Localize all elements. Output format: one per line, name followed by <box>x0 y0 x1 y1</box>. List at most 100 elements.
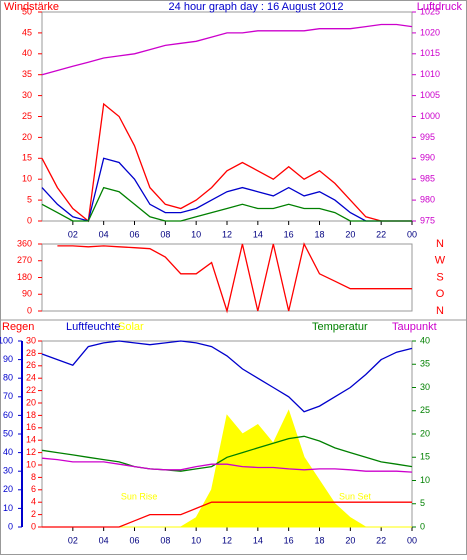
tick-label: 100 <box>0 335 13 345</box>
direction-label: W <box>435 255 446 267</box>
tick-label: 1020 <box>420 27 440 37</box>
tick-label: 8 <box>31 472 36 482</box>
x-tick-label: 18 <box>314 229 324 239</box>
series-line <box>42 501 412 528</box>
tick-label: 20 <box>3 484 13 494</box>
legend-label: Luftfeuchte <box>66 321 120 333</box>
tick-label: 80 <box>3 373 13 383</box>
series-line <box>41 435 413 472</box>
tick-label: 1000 <box>420 111 440 121</box>
chart-title: 24 hour graph day : 16 August 2012 <box>169 1 344 13</box>
tick-label: 980 <box>420 194 435 204</box>
tick-label: 10 <box>22 174 32 184</box>
tick-label: 0 <box>27 305 32 315</box>
legend-label: Regen <box>2 321 34 333</box>
tick-label: 10 <box>420 475 430 485</box>
y-label: Windstärke <box>4 1 59 13</box>
series-line <box>41 23 413 76</box>
x-tick-label: 06 <box>129 229 139 239</box>
series-line <box>41 457 413 473</box>
tick-label: 5 <box>420 498 425 508</box>
tick-label: 15 <box>22 153 32 163</box>
tick-label: 70 <box>3 391 13 401</box>
x-tick-label: 10 <box>191 229 201 239</box>
x-tick-label: 22 <box>376 229 386 239</box>
tick-label: 0 <box>31 521 36 531</box>
tick-label: 1005 <box>420 90 440 100</box>
tick-label: 30 <box>3 466 13 476</box>
x-tick-label: 02 <box>68 535 78 545</box>
x-tick-label: 02 <box>68 229 78 239</box>
x-tick-label: 00 <box>407 535 417 545</box>
x-tick-label: 12 <box>222 535 232 545</box>
tick-label: 60 <box>3 410 13 420</box>
tick-label: 1010 <box>420 69 440 79</box>
annotation: Sun Rise <box>121 491 158 501</box>
x-tick-label: 16 <box>284 535 294 545</box>
tick-label: 0 <box>420 521 425 531</box>
x-tick-label: 16 <box>284 229 294 239</box>
tick-label: 25 <box>22 111 32 121</box>
tick-label: 0 <box>8 521 13 531</box>
x-tick-label: 14 <box>253 229 263 239</box>
x-tick-label: 12 <box>222 229 232 239</box>
tick-label: 6 <box>31 484 36 494</box>
x-tick-label: 22 <box>376 535 386 545</box>
tick-label: 20 <box>22 132 32 142</box>
x-tick-label: 20 <box>345 535 355 545</box>
annotation: Sun Set <box>339 491 372 501</box>
x-tick-label: 14 <box>253 535 263 545</box>
x-tick-label: 08 <box>160 229 170 239</box>
tick-label: 20 <box>26 397 36 407</box>
direction-label: N <box>436 238 444 250</box>
series-line <box>41 102 412 223</box>
tick-label: 270 <box>17 255 32 265</box>
direction-label: N <box>436 305 444 317</box>
tick-label: 15 <box>420 452 430 462</box>
x-tick-label: 04 <box>99 229 109 239</box>
series-line <box>41 157 412 222</box>
tick-label: 20 <box>420 428 430 438</box>
tick-label: 990 <box>420 153 435 163</box>
tick-label: 24 <box>26 373 36 383</box>
tick-label: 50 <box>3 428 13 438</box>
tick-label: 25 <box>420 405 430 415</box>
tick-label: 5 <box>27 194 32 204</box>
legend-label: Taupunkt <box>392 321 437 333</box>
x-tick-label: 04 <box>99 535 109 545</box>
direction-label: S <box>436 271 443 283</box>
series-line <box>57 242 412 314</box>
legend-label: Temperatur <box>312 321 368 333</box>
x-tick-label: 18 <box>314 535 324 545</box>
x-tick-label: 08 <box>160 535 170 545</box>
tick-label: 30 <box>420 382 430 392</box>
tick-label: 18 <box>26 410 36 420</box>
tick-label: 90 <box>22 289 32 299</box>
tick-label: 1025 <box>420 6 440 16</box>
tick-label: 995 <box>420 132 435 142</box>
direction-label: O <box>436 288 445 300</box>
tick-label: 22 <box>26 385 36 395</box>
tick-label: 2 <box>31 509 36 519</box>
tick-label: 10 <box>26 459 36 469</box>
tick-label: 40 <box>3 447 13 457</box>
tick-label: 30 <box>22 90 32 100</box>
tick-label: 35 <box>22 69 32 79</box>
tick-label: 16 <box>26 422 36 432</box>
tick-label: 40 <box>420 335 430 345</box>
tick-label: 0 <box>27 215 32 225</box>
tick-label: 30 <box>26 335 36 345</box>
tick-label: 14 <box>26 435 36 445</box>
x-tick-label: 06 <box>129 535 139 545</box>
tick-label: 28 <box>26 348 36 358</box>
tick-label: 90 <box>3 354 13 364</box>
legend-label: Solar <box>118 321 144 333</box>
x-tick-label: 00 <box>407 229 417 239</box>
tick-label: 975 <box>420 215 435 225</box>
tick-label: 1015 <box>420 48 440 58</box>
tick-label: 40 <box>22 48 32 58</box>
tick-label: 4 <box>31 497 36 507</box>
tick-label: 50 <box>22 6 32 16</box>
tick-label: 10 <box>3 503 13 513</box>
